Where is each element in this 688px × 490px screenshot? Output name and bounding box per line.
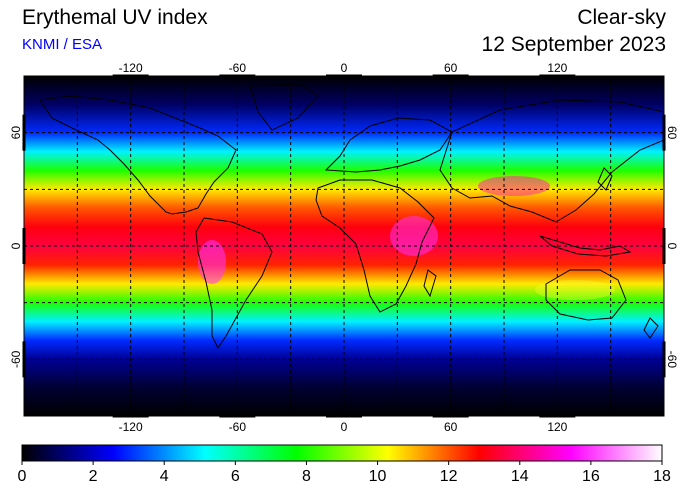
colorbar-tick-label: 10 xyxy=(369,468,387,485)
lat-tick-label-right: 60 xyxy=(665,126,679,140)
coast-greenland xyxy=(249,83,319,131)
coast-new-zealand xyxy=(643,317,659,339)
coast-japan xyxy=(597,167,613,191)
colorbar-tick-label: 8 xyxy=(302,468,311,485)
colorbar-tick-label: 18 xyxy=(653,468,671,485)
coast-madagascar xyxy=(423,269,437,298)
lon-tick-label-bottom: 120 xyxy=(547,420,567,434)
lat-tick-label-left: -60 xyxy=(9,350,23,368)
lon-tick-label-top: 0 xyxy=(341,61,348,75)
lat-tick-label-left: 0 xyxy=(9,242,23,249)
coast-indonesia xyxy=(539,235,632,257)
colorbar-tick-label: 16 xyxy=(582,468,600,485)
coast-africa xyxy=(315,179,435,313)
colorbar-tick-label: 12 xyxy=(440,468,458,485)
colorbar-tick-label: 4 xyxy=(160,468,169,485)
lon-tick-label-top: 60 xyxy=(444,61,458,75)
lon-tick-label-bottom: -60 xyxy=(229,420,247,434)
lon-tick-label-bottom: 0 xyxy=(341,420,348,434)
coast-australia xyxy=(545,269,627,321)
coastlines xyxy=(39,83,664,349)
lon-tick-label-bottom: 60 xyxy=(444,420,458,434)
coast-asia xyxy=(439,99,664,223)
colorbar-tick-label: 6 xyxy=(231,468,240,485)
colorbar xyxy=(21,444,663,462)
uv-patch-tibet xyxy=(478,176,550,196)
chart-title: Erythemal UV index xyxy=(22,6,208,29)
lon-tick-label-bottom: -120 xyxy=(119,420,143,434)
product-label: Clear-sky xyxy=(577,6,666,29)
lat-tick-label-right: -60 xyxy=(665,351,679,369)
lon-tick-label-top: 120 xyxy=(547,61,567,75)
data-credit: KNMI / ESA xyxy=(22,36,103,53)
lat-tick-label-left: 60 xyxy=(9,126,23,140)
map-axes: -120 -120 -60 -60 0 0 60 60 120 120 60 60 0 0 -60 -60 xyxy=(9,61,679,434)
date-label: 12 September 2023 xyxy=(481,33,666,56)
colorbar-ticks: 0 2 4 6 8 10 12 14 16 18 xyxy=(18,461,671,485)
graticule xyxy=(24,76,664,416)
coast-south-america xyxy=(195,217,273,349)
lon-tick-label-top: -120 xyxy=(119,61,143,75)
uv-patch-australia xyxy=(535,280,615,300)
lon-tick-label-top: -60 xyxy=(229,61,247,75)
lat-tick-label-right: 0 xyxy=(665,243,679,250)
colorbar-tick-label: 0 xyxy=(18,468,27,485)
colorbar-tick-label: 2 xyxy=(89,468,98,485)
colorbar-tick-label: 14 xyxy=(511,468,529,485)
coast-north-america xyxy=(39,95,237,215)
uv-patch-andes xyxy=(198,240,226,284)
